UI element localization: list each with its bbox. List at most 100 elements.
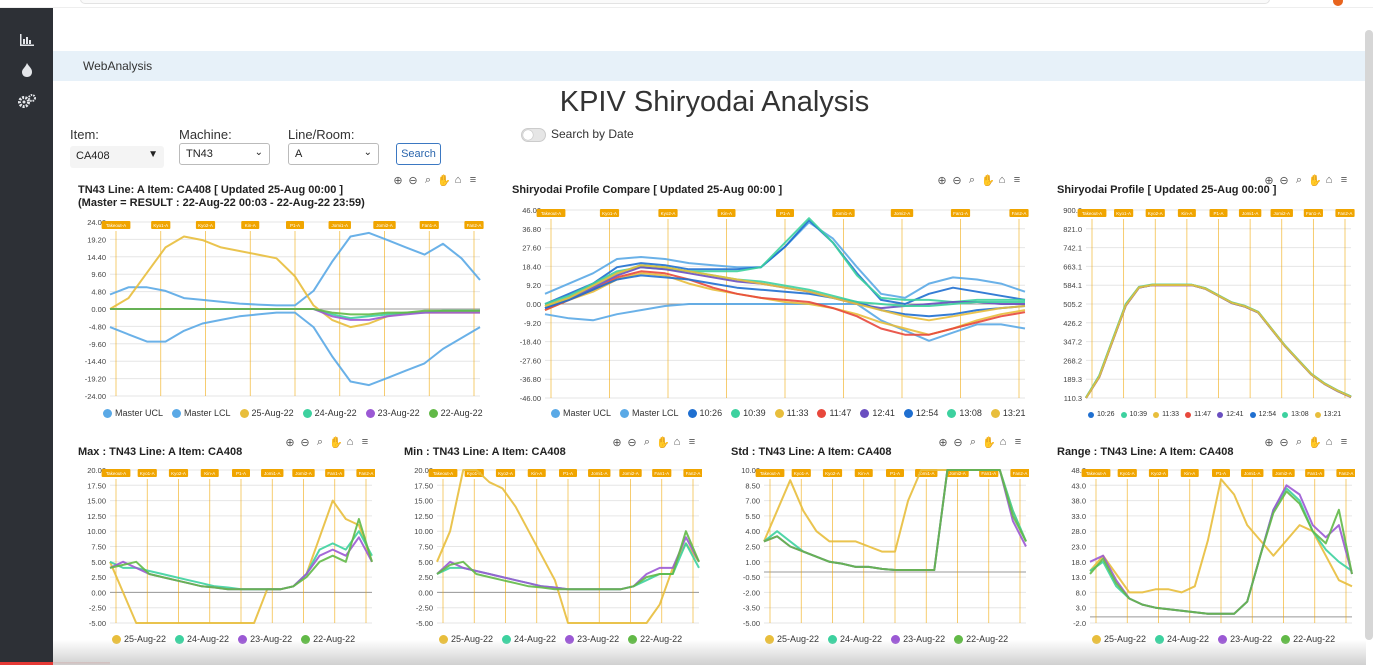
flame-icon[interactable] <box>17 60 37 80</box>
menu-icon[interactable]: ≡ <box>361 436 369 448</box>
min-chart[interactable]: 20.00 17.50 15.00 12.50 10.00 7.50 5.00 2.50 0.0… <box>397 463 702 628</box>
legend-item[interactable]: 10:26 <box>1088 411 1115 418</box>
legend-item[interactable]: 10:39 <box>1120 411 1147 418</box>
search-by-date-toggle[interactable] <box>521 128 546 142</box>
legend-item[interactable]: 13:21 <box>990 408 1025 418</box>
legend-item[interactable]: Master UCL <box>103 408 163 418</box>
legend-item[interactable]: 23-Aug-22 <box>365 408 420 418</box>
legend-item[interactable]: 23-Aug-22 <box>1218 634 1272 644</box>
legend-item[interactable]: 12:41 <box>1217 411 1244 418</box>
breadcrumb-label[interactable]: WebAnalysis <box>83 59 153 73</box>
pan-icon[interactable]: ✋ <box>329 437 343 449</box>
range-chart[interactable]: 48.0 43.0 38.0 33.0 28.0 23.0 18.0 13.0 8.0 3.0 -2… <box>1050 463 1355 628</box>
legend-item[interactable]: 23-Aug-22 <box>238 634 292 644</box>
pan-icon[interactable]: ✋ <box>982 437 996 449</box>
legend-item[interactable]: 23-Aug-22 <box>891 634 945 644</box>
zoom-select-icon[interactable]: ⌕ <box>643 436 651 448</box>
zoom-select-icon[interactable]: ⌕ <box>1295 174 1303 186</box>
zoom-in-icon[interactable]: ⊕ <box>1264 175 1274 187</box>
zoom-select-icon[interactable]: ⌕ <box>968 174 976 186</box>
legend-item[interactable]: 12:41 <box>860 408 895 418</box>
menu-icon[interactable]: ≡ <box>469 174 477 186</box>
legend-item[interactable]: 24-Aug-22 <box>828 634 882 644</box>
legend-item[interactable]: 13:08 <box>947 408 982 418</box>
zoom-in-icon[interactable]: ⊕ <box>938 437 948 449</box>
legend-item[interactable]: 23-Aug-22 <box>565 634 619 644</box>
pan-icon[interactable]: ✋ <box>437 175 451 187</box>
reset-home-icon[interactable]: ⌂ <box>673 436 681 448</box>
zoom-select-icon[interactable]: ⌕ <box>1295 436 1303 448</box>
legend-item[interactable]: 25-Aug-22 <box>112 634 166 644</box>
zoom-out-icon[interactable]: ⊖ <box>408 175 418 187</box>
menu-icon[interactable]: ≡ <box>1340 174 1348 186</box>
legend-item[interactable]: 25-Aug-22 <box>1092 634 1146 644</box>
profile-chart[interactable]: 900.0 821.0 742.1 663.1 584.1 505.2 426.2 347.2… <box>1050 202 1355 404</box>
legend-item[interactable]: 10:39 <box>731 408 766 418</box>
address-bar[interactable] <box>80 0 1270 4</box>
profile-compare-chart[interactable]: 46.00 36.80 27.60 18.40 9.20 0.00 -9.20 -18.40 -… <box>505 202 1030 404</box>
pan-icon[interactable]: ✋ <box>1308 175 1322 187</box>
legend-item[interactable]: 25-Aug-22 <box>765 634 819 644</box>
line-select[interactable]: A ⌄ <box>288 143 379 165</box>
legend-item[interactable]: 11:33 <box>1153 411 1179 418</box>
reset-home-icon[interactable]: ⌂ <box>346 436 354 448</box>
legend-item[interactable]: 25-Aug-22 <box>239 408 294 418</box>
legend-item[interactable]: Master LCL <box>620 408 679 418</box>
menu-icon[interactable]: ≡ <box>1340 436 1348 448</box>
legend-item[interactable]: 22-Aug-22 <box>1281 634 1335 644</box>
legend-item[interactable]: 24-Aug-22 <box>175 634 229 644</box>
legend-item[interactable]: 22-Aug-22 <box>301 634 355 644</box>
legend-item[interactable]: 22-Aug-22 <box>428 408 483 418</box>
reset-home-icon[interactable]: ⌂ <box>1325 436 1333 448</box>
pan-icon[interactable]: ✋ <box>656 437 670 449</box>
zoom-in-icon[interactable]: ⊕ <box>937 175 947 187</box>
trend-chart[interactable]: 24.00 19.20 14.40 9.60 4.80 0.00 -4.80 -9.60 -14… <box>70 214 485 404</box>
reset-home-icon[interactable]: ⌂ <box>1325 174 1333 186</box>
zoom-out-icon[interactable]: ⊖ <box>300 437 310 449</box>
menu-icon[interactable]: ≡ <box>1014 436 1022 448</box>
machine-select[interactable]: TN43 ⌄ <box>179 143 270 165</box>
legend-item[interactable]: Master UCL <box>551 408 611 418</box>
reset-home-icon[interactable]: ⌂ <box>454 174 462 186</box>
pan-icon[interactable]: ✋ <box>1308 437 1322 449</box>
zoom-in-icon[interactable]: ⊕ <box>1264 437 1274 449</box>
zoom-out-icon[interactable]: ⊖ <box>1279 437 1289 449</box>
reset-home-icon[interactable]: ⌂ <box>998 174 1006 186</box>
legend-item[interactable]: 13:08 <box>1282 411 1309 418</box>
legend-item[interactable]: 25-Aug-22 <box>439 634 493 644</box>
legend-item[interactable]: 12:54 <box>903 408 938 418</box>
bar-chart-icon[interactable] <box>17 30 37 50</box>
scrollbar[interactable] <box>1365 30 1373 640</box>
legend-item[interactable]: 10:26 <box>687 408 722 418</box>
legend-item[interactable]: 11:47 <box>1185 411 1211 418</box>
zoom-in-icon[interactable]: ⊕ <box>285 437 295 449</box>
zoom-select-icon[interactable]: ⌕ <box>316 436 324 448</box>
zoom-out-icon[interactable]: ⊖ <box>952 175 962 187</box>
menu-icon[interactable]: ≡ <box>688 436 696 448</box>
item-select[interactable]: CA408 ▼ <box>70 146 164 168</box>
menu-icon[interactable]: ≡ <box>1013 174 1021 186</box>
legend-item[interactable]: 24-Aug-22 <box>502 634 556 644</box>
legend-item[interactable]: 11:47 <box>817 408 851 418</box>
legend-item[interactable]: 13:21 <box>1314 411 1341 418</box>
search-button[interactable]: Search <box>396 143 441 165</box>
legend-item[interactable]: Master LCL <box>172 408 231 418</box>
legend-item[interactable]: 12:54 <box>1249 411 1276 418</box>
zoom-out-icon[interactable]: ⊖ <box>627 437 637 449</box>
cogs-icon[interactable] <box>17 91 37 111</box>
legend-item[interactable]: 24-Aug-22 <box>1155 634 1209 644</box>
zoom-in-icon[interactable]: ⊕ <box>612 437 622 449</box>
zoom-in-icon[interactable]: ⊕ <box>393 175 403 187</box>
legend-item[interactable]: 22-Aug-22 <box>954 634 1008 644</box>
zoom-out-icon[interactable]: ⊖ <box>1279 175 1289 187</box>
reset-home-icon[interactable]: ⌂ <box>999 436 1007 448</box>
std-chart[interactable]: 10.00 8.50 7.00 5.50 4.00 2.50 1.00 -0.50 -2.00 -… <box>724 463 1029 628</box>
zoom-out-icon[interactable]: ⊖ <box>953 437 963 449</box>
zoom-select-icon[interactable]: ⌕ <box>969 436 977 448</box>
pan-icon[interactable]: ✋ <box>981 175 995 187</box>
legend-item[interactable]: 11:33 <box>774 408 808 418</box>
zoom-select-icon[interactable]: ⌕ <box>424 174 432 186</box>
max-chart[interactable]: 20.00 17.50 15.00 12.50 10.00 7.50 5.00 2.50 0.0… <box>70 463 375 628</box>
legend-item[interactable]: 22-Aug-22 <box>628 634 682 644</box>
legend-item[interactable]: 24-Aug-22 <box>302 408 357 418</box>
